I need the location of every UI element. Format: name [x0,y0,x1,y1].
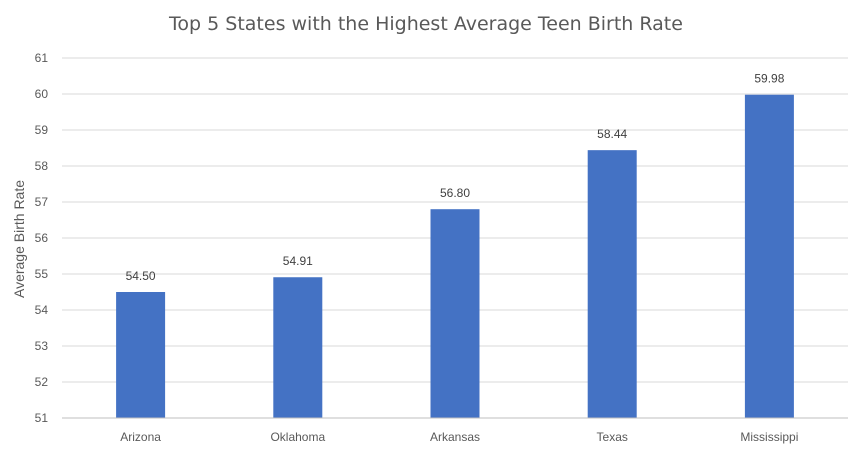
data-label: 58.44 [597,127,627,141]
bar-texas [587,150,637,418]
x-tick-label: Arizona [120,430,161,444]
data-labels: 54.50 54.91 56.80 58.44 59.98 [126,72,785,283]
data-label: 59.98 [754,72,784,86]
y-axis-ticks: 51 52 53 54 55 56 57 58 59 60 61 [35,51,49,425]
bar-mississippi [744,94,794,418]
y-tick-label: 52 [35,375,49,389]
x-tick-label: Mississippi [740,430,798,444]
x-tick-label: Oklahoma [270,430,325,444]
y-tick-label: 57 [35,195,49,209]
x-axis-ticks: Arizona Oklahoma Arkansas Texas Mississippi [120,430,798,444]
bar-arkansas [430,209,480,418]
y-tick-label: 59 [35,123,49,137]
bars [116,94,794,418]
data-label: 54.50 [126,269,156,283]
chart-title: Top 5 States with the Highest Average Te… [168,13,683,35]
y-tick-label: 51 [35,411,49,425]
y-tick-label: 56 [35,231,49,245]
bar-arizona [116,292,166,418]
y-tick-label: 61 [35,51,49,65]
x-tick-label: Texas [597,430,628,444]
x-tick-label: Arkansas [430,430,480,444]
bar-oklahoma [273,277,323,418]
y-tick-label: 60 [35,87,49,101]
y-tick-label: 54 [35,303,49,317]
data-label: 54.91 [283,254,313,268]
y-tick-label: 53 [35,339,49,353]
y-tick-label: 58 [35,159,49,173]
y-axis-label: Average Birth Rate [11,180,27,298]
y-tick-label: 55 [35,267,49,281]
data-label: 56.80 [440,186,470,200]
